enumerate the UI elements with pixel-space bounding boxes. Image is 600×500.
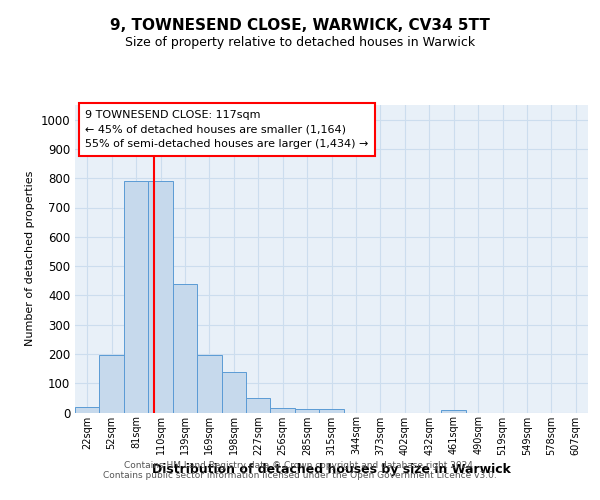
Bar: [75, 407, 100, 412]
Text: Size of property relative to detached houses in Warwick: Size of property relative to detached ho…: [125, 36, 475, 49]
Bar: [319, 409, 344, 412]
Bar: [221, 372, 246, 412]
X-axis label: Distribution of detached houses by size in Warwick: Distribution of detached houses by size …: [152, 463, 511, 476]
Bar: [124, 181, 148, 412]
Bar: [100, 356, 124, 412]
Text: 9, TOWNESEND CLOSE, WARWICK, CV34 5TT: 9, TOWNESEND CLOSE, WARWICK, CV34 5TT: [110, 18, 490, 32]
Bar: [246, 398, 271, 412]
Bar: [148, 181, 173, 412]
Bar: [271, 408, 295, 412]
Text: Contains HM Land Registry data © Crown copyright and database right 2024.: Contains HM Land Registry data © Crown c…: [124, 462, 476, 470]
Bar: [197, 356, 221, 412]
Bar: [442, 410, 466, 412]
Text: Contains public sector information licensed under the Open Government Licence v3: Contains public sector information licen…: [103, 472, 497, 480]
Text: 9 TOWNESEND CLOSE: 117sqm
← 45% of detached houses are smaller (1,164)
55% of se: 9 TOWNESEND CLOSE: 117sqm ← 45% of detac…: [85, 110, 368, 149]
Bar: [295, 409, 319, 412]
Bar: [173, 284, 197, 412]
Y-axis label: Number of detached properties: Number of detached properties: [25, 171, 35, 346]
